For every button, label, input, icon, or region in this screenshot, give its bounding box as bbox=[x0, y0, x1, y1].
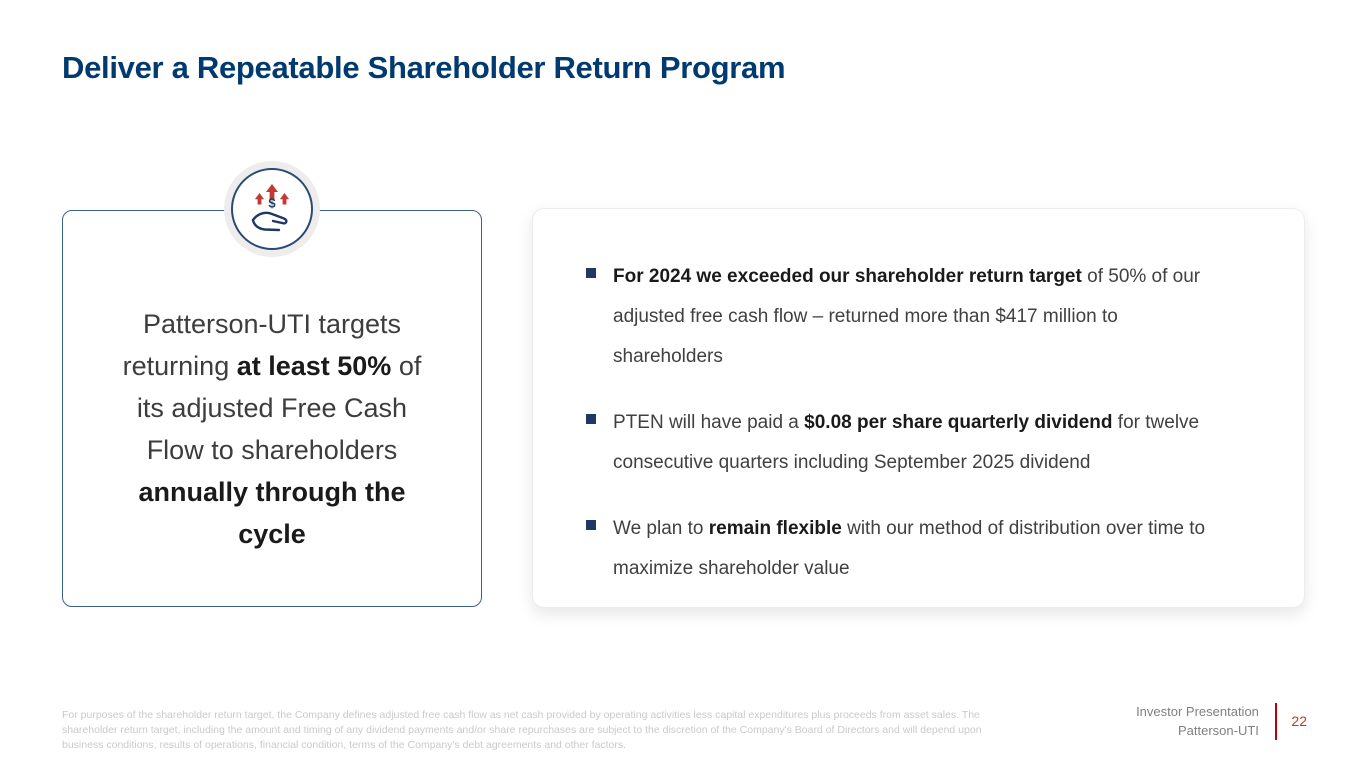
bullet-segment-bold: $0.08 per share quarterly dividend bbox=[804, 412, 1113, 433]
bullet-segment: with our method of distribution over tim… bbox=[613, 518, 1206, 579]
money-growth-hand-icon: $ bbox=[251, 184, 290, 232]
company-label: Patterson-UTI bbox=[1178, 723, 1259, 738]
slide-title: Deliver a Repeatable Shareholder Return … bbox=[62, 50, 786, 85]
disclaimer-text: For purposes of the shareholder return t… bbox=[62, 709, 982, 751]
bullet-segment: for twelve consecutive quarters includin… bbox=[613, 412, 1200, 473]
footer-labels: Investor Presentation Patterson-UTI bbox=[1136, 702, 1259, 740]
bullet-segment: We plan to bbox=[613, 518, 709, 539]
bullet-square-icon bbox=[586, 414, 596, 424]
statement-segment: of its adjusted Free Cash Flow to shareh… bbox=[136, 351, 422, 465]
bullet-segment: PTEN will have paid a bbox=[613, 412, 805, 433]
page-number: 22 bbox=[1291, 713, 1307, 729]
bullet-square-icon bbox=[586, 268, 596, 278]
bullet-segment: of 50% of our adjusted free cash flow – … bbox=[613, 266, 1201, 367]
footer-divider bbox=[1274, 702, 1278, 740]
bullet-text: We plan to remain flexible with our meth… bbox=[613, 509, 1226, 589]
bullet-item-1: For 2024 we exceeded our shareholder ret… bbox=[586, 257, 1226, 377]
bullet-square-icon bbox=[586, 520, 596, 530]
presentation-label: Investor Presentation bbox=[1136, 704, 1259, 719]
bullet-text: For 2024 we exceeded our shareholder ret… bbox=[613, 257, 1226, 377]
target-statement-card: $ Patterson-UTI targets returning at lea… bbox=[62, 161, 482, 607]
bullet-list: For 2024 we exceeded our shareholder ret… bbox=[586, 257, 1226, 589]
statement-segment-bold: at least 50% bbox=[236, 351, 392, 381]
statement-segment-bold: annually through the cycle bbox=[138, 477, 406, 549]
bullet-item-2: PTEN will have paid a $0.08 per share qu… bbox=[586, 403, 1226, 483]
bullet-text: PTEN will have paid a $0.08 per share qu… bbox=[613, 403, 1226, 483]
svg-text:$: $ bbox=[268, 196, 276, 211]
highlights-card: For 2024 we exceeded our shareholder ret… bbox=[532, 208, 1305, 608]
bullet-segment-bold: remain flexible bbox=[708, 518, 842, 539]
card-icon-inner-circle: $ bbox=[231, 168, 313, 250]
footer-meta: Investor Presentation Patterson-UTI 22 bbox=[1136, 702, 1307, 740]
statement-segment: Patterson-UTI targets returning bbox=[122, 309, 402, 381]
card-icon-circle: $ bbox=[224, 161, 320, 257]
bullet-item-3: We plan to remain flexible with our meth… bbox=[586, 509, 1226, 589]
bullet-segment-bold: For 2024 we exceeded our shareholder ret… bbox=[613, 266, 1082, 287]
target-statement-text: Patterson-UTI targets returning at least… bbox=[63, 303, 481, 555]
